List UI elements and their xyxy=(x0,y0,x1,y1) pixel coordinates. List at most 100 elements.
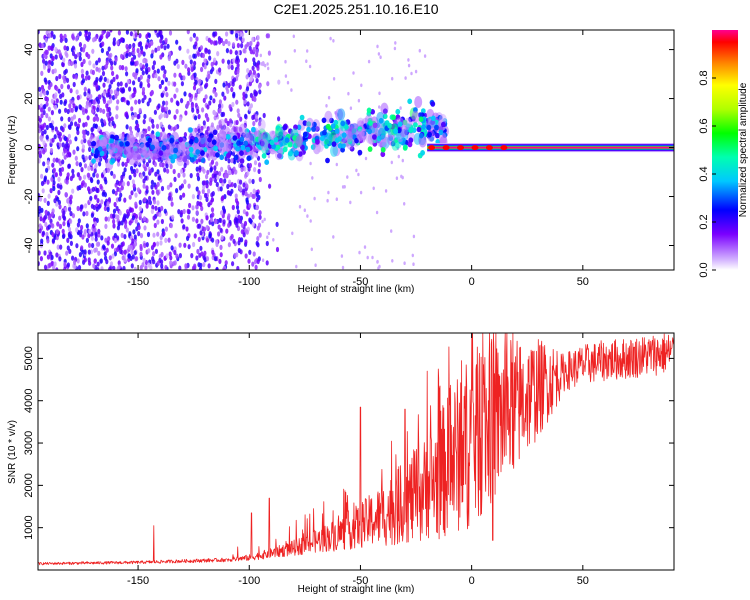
heatmap-cell xyxy=(213,40,217,46)
heatmap-cell xyxy=(38,128,42,134)
heatmap-cell xyxy=(231,81,235,87)
heatmap-cell xyxy=(372,134,377,140)
heatmap-cell xyxy=(209,95,213,101)
snr-y-tick-label: 2000 xyxy=(23,473,35,497)
heatmap-cell xyxy=(185,103,189,109)
heatmap-cell xyxy=(139,81,143,87)
heatmap-cell xyxy=(326,198,329,203)
heatmap-cell xyxy=(47,106,51,112)
heatmap-cell xyxy=(172,153,178,160)
heatmap-cell xyxy=(119,141,124,147)
heatmap-cell xyxy=(58,53,63,59)
heatmap-cell xyxy=(50,254,54,260)
heatmap-cell xyxy=(59,37,63,43)
heatmap-cell xyxy=(243,140,249,147)
heatmap-cell xyxy=(125,30,129,35)
heatmap-y-tick-label: -20 xyxy=(23,189,35,205)
heatmap-cell xyxy=(156,241,160,247)
heatmap-cell xyxy=(227,59,231,65)
heatmap-cell xyxy=(240,229,244,235)
heatmap-cell xyxy=(159,113,163,119)
heatmap-cell xyxy=(219,154,225,161)
heatmap-cell xyxy=(116,99,120,105)
heatmap-cell xyxy=(80,224,84,231)
heatmap-cell xyxy=(173,93,177,99)
heatmap-cell xyxy=(112,213,116,219)
heatmap-cell xyxy=(175,108,179,115)
heatmap-cell xyxy=(142,119,146,125)
heatmap-cell xyxy=(199,245,203,251)
heatmap-cell xyxy=(207,263,211,269)
heatmap-cell xyxy=(163,208,167,214)
heatmap-cell xyxy=(93,221,98,227)
heatmap-cell xyxy=(205,215,209,221)
heatmap-cell xyxy=(121,241,125,247)
heatmap-cell xyxy=(38,158,41,164)
heatmap-cell xyxy=(103,205,107,212)
heatmap-cell xyxy=(267,50,271,56)
heatmap-cell xyxy=(143,113,147,120)
heatmap-cell xyxy=(141,86,146,93)
heatmap-cell xyxy=(145,33,149,40)
heatmap-cell xyxy=(139,143,148,156)
heatmap-cell xyxy=(295,264,298,269)
heatmap-cell xyxy=(50,98,55,104)
heatmap-cell xyxy=(86,115,90,121)
heatmap-cell xyxy=(212,98,216,104)
heatmap-cell xyxy=(121,255,125,261)
heatmap-cell xyxy=(218,99,222,105)
heatmap-cell xyxy=(164,86,168,92)
heatmap-cell xyxy=(292,34,295,39)
heatmap-cell xyxy=(251,114,255,121)
heatmap-cell xyxy=(63,123,67,129)
heatmap-cell xyxy=(237,240,241,246)
heatmap-x-label: Height of straight line (km) xyxy=(298,284,415,295)
heatmap-cell xyxy=(38,104,41,110)
heatmap-cell xyxy=(166,168,170,174)
heatmap-cell xyxy=(245,74,249,80)
heatmap-cell xyxy=(261,258,265,263)
heatmap-cell xyxy=(88,229,92,235)
heatmap-cell xyxy=(173,72,177,78)
heatmap-cell xyxy=(430,115,436,122)
heatmap-cell xyxy=(90,127,94,133)
heatmap-cell xyxy=(167,237,171,243)
heatmap-cell xyxy=(65,179,69,185)
heatmap-cell xyxy=(61,142,65,148)
snr-x-tick-label: -150 xyxy=(127,575,149,587)
heatmap-cell xyxy=(267,66,270,71)
heatmap-cell xyxy=(237,247,241,254)
heatmap-cell xyxy=(359,190,363,195)
heatmap-cell xyxy=(87,31,91,37)
heatmap-cell xyxy=(220,196,224,202)
heatmap-cell xyxy=(67,116,71,122)
heatmap-cell xyxy=(100,199,104,205)
heatmap-cell xyxy=(258,232,262,238)
heatmap-cell xyxy=(337,143,343,149)
heatmap-cell xyxy=(94,149,100,155)
heatmap-cell xyxy=(126,181,130,187)
heatmap-cell xyxy=(376,111,385,124)
heatmap-cell xyxy=(202,226,207,232)
heatmap-cell xyxy=(407,63,411,68)
heatmap-cell xyxy=(150,40,154,46)
heatmap-cell xyxy=(131,46,136,52)
heatmap-cell xyxy=(54,54,58,60)
heatmap-cell xyxy=(400,174,403,179)
heatmap-cell xyxy=(100,173,105,179)
heatmap-cell xyxy=(254,114,259,120)
heatmap-cell xyxy=(368,120,373,126)
heatmap-cell xyxy=(85,237,89,243)
heatmap-cell xyxy=(102,90,106,97)
heatmap-cell xyxy=(150,53,154,59)
heatmap-cell xyxy=(258,176,262,183)
heatmap-cell xyxy=(72,114,77,120)
heatmap-cell xyxy=(224,173,228,179)
heatmap-cell xyxy=(200,150,205,156)
heatmap-cell xyxy=(60,116,64,122)
heatmap-cell xyxy=(100,118,104,124)
heatmap-cell xyxy=(182,172,186,178)
heatmap-cell xyxy=(395,108,401,115)
heatmap-cell xyxy=(82,134,86,140)
heatmap-cell xyxy=(87,53,91,60)
